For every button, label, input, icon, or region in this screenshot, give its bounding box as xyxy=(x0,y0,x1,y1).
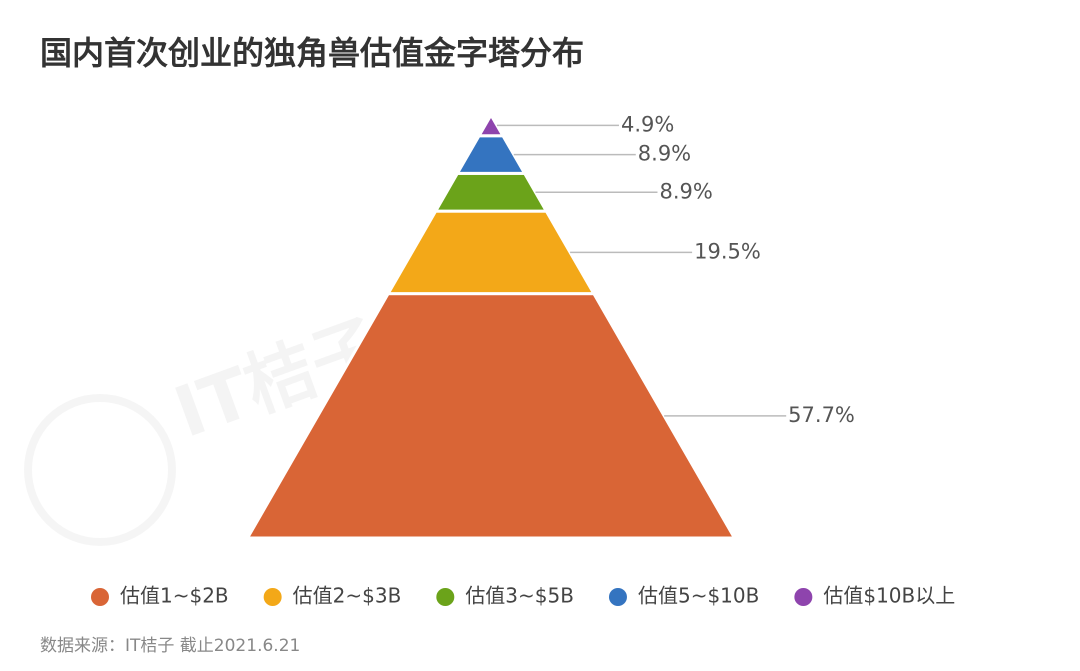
legend-label: 估值2~$3B xyxy=(293,584,402,608)
value-label: 8.9% xyxy=(638,142,691,166)
legend-marker xyxy=(436,588,455,606)
value-label: 19.5% xyxy=(694,239,761,263)
legend-label: 估值1~$2B xyxy=(120,584,229,608)
legend-label: 估值$10B以上 xyxy=(823,584,955,608)
legend-marker xyxy=(263,588,282,606)
value-label: 57.7% xyxy=(788,403,855,427)
plot-area: 57.7% 19.5% 8.9% 8.9% 4.9% 估值1~$2B 估值2~$3B 估值3~… xyxy=(91,111,955,608)
legend-marker xyxy=(91,588,109,606)
legend-marker xyxy=(608,588,627,606)
watermark-logo xyxy=(24,394,176,546)
value-label: 4.9% xyxy=(621,112,674,136)
source-note: 数据来源：IT桔子 截止2021.6.21 xyxy=(40,636,300,656)
legend-label: 估值5~$10B xyxy=(638,584,759,608)
chart-title: 国内首次创业的独角兽估值金字塔分布 xyxy=(40,34,584,72)
legend-marker xyxy=(794,588,813,606)
legend-label: 估值3~$5B xyxy=(465,584,574,608)
value-label: 8.9% xyxy=(659,179,712,203)
